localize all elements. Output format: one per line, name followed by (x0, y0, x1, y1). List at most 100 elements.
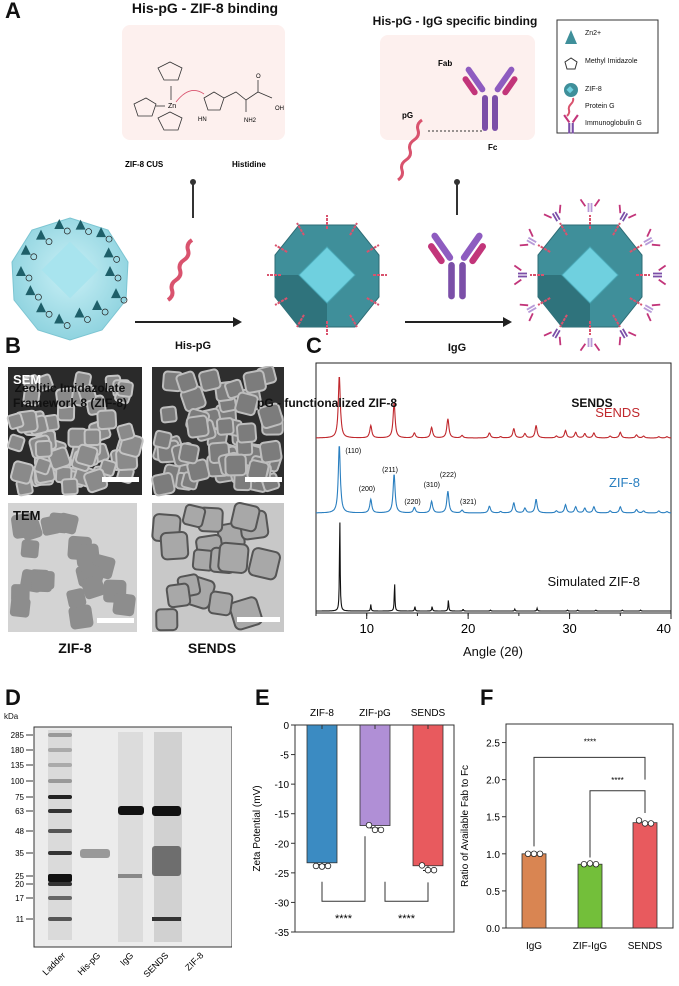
igg-antibody-icon (519, 303, 537, 322)
x-tick-label: 40 (657, 621, 671, 636)
scale-bar (97, 618, 134, 623)
o-label: O (256, 74, 261, 80)
particle (33, 456, 52, 476)
zn-tetrahedron-icon (36, 302, 47, 313)
lane-label: Ladder (41, 950, 68, 977)
col-label-zif8: ZIF-8 (58, 640, 92, 656)
particle (6, 412, 25, 430)
miller-index-label: (220) (404, 499, 420, 506)
pentagon-icon (45, 238, 53, 245)
data-point (365, 821, 373, 829)
miller-index-label: (222) (440, 472, 456, 479)
igg-antibody-icon (652, 264, 667, 286)
igg-antibody-icon (618, 204, 637, 222)
significance-label: **** (584, 737, 596, 746)
scale-bar (245, 477, 282, 482)
pentagon-icon (63, 227, 71, 235)
category-label: SENDS (411, 708, 446, 719)
x-tick-label: 10 (359, 621, 373, 636)
protein-g-helix-icon (566, 97, 575, 117)
particle (151, 472, 176, 497)
data-point (324, 862, 332, 870)
igg-fab (618, 336, 622, 346)
y-tick-label: -25 (275, 869, 290, 880)
bar-sends (412, 724, 444, 867)
igg-fc (590, 203, 593, 212)
xrd-series-2 (316, 522, 671, 612)
category-label: ZIF-8 (310, 708, 334, 719)
particle (66, 588, 87, 609)
zeta-potential-chart: 0 -5 -10 -15 -20 -25 -30 -35 Zeta Potential (mV)… (252, 708, 455, 939)
gel-lane (154, 732, 182, 942)
pentagon-icon (30, 253, 38, 261)
data-point (524, 850, 532, 858)
protein-g-helix-icon (296, 314, 305, 328)
igg-fc (527, 236, 537, 243)
igg-antibody-icon (579, 338, 601, 352)
ladder-band (48, 733, 72, 737)
scale-bar (102, 477, 139, 482)
series-label: ZIF-8 (609, 475, 640, 490)
ladder-band (48, 779, 72, 783)
igg-fc (652, 272, 662, 275)
igg-fab (528, 313, 534, 322)
particle (83, 428, 102, 447)
pentagon-icon (113, 256, 121, 263)
y-axis-label: Ratio of Available Fab to Fc (460, 765, 471, 887)
zif8-particle-icon (564, 83, 578, 97)
panel-label-a: A (5, 0, 21, 23)
protein-g-helix-icon (349, 222, 358, 236)
particle (230, 501, 261, 533)
stage3-label: SENDS (571, 396, 613, 410)
igg-fc (527, 307, 537, 314)
protein-g-helix-icon (559, 222, 568, 236)
zn-tetrahedron-icon (54, 218, 65, 229)
particle (96, 409, 118, 431)
pentagon-icon (84, 316, 91, 323)
y-tick-label: 0.0 (486, 924, 500, 935)
plot-frame (315, 362, 672, 614)
pentagon-icon (105, 235, 113, 243)
chemical-structure-icon (133, 61, 273, 131)
kda-marker-label: 100 (11, 777, 25, 786)
significance-label: **** (335, 913, 353, 925)
protein-g-helix-icon (274, 244, 288, 253)
col-label-sends: SENDS (187, 640, 237, 656)
kda-marker-label: 17 (15, 894, 24, 903)
igg-fc (554, 211, 561, 221)
category-label: ZIF-pG (359, 708, 391, 719)
data-point (580, 861, 588, 868)
igg-fc (554, 329, 561, 339)
igg-fab (558, 204, 562, 214)
igg-fc (644, 304, 654, 311)
legend-label: Methyl Imidazole (585, 58, 638, 65)
igg-fc (590, 338, 593, 347)
particle (175, 370, 199, 394)
bar-zif-igg (577, 863, 603, 929)
igg-fc (643, 236, 653, 243)
category-label: IgG (526, 941, 542, 952)
data-point (418, 862, 426, 869)
particle (57, 512, 79, 535)
ladder-band (48, 809, 72, 813)
igg-fc (619, 329, 626, 339)
igg-antibody-icon (462, 66, 518, 131)
igg-antibody-icon (513, 264, 528, 286)
particle (34, 439, 53, 458)
y-tick-label: 2.5 (486, 739, 500, 750)
ladder-band (48, 748, 72, 752)
y-axis-label: Zeta Potential (mV) (252, 785, 263, 871)
panel-label-e: E (255, 685, 270, 710)
particle (112, 593, 136, 617)
pentagon-icon (45, 310, 53, 318)
igg-antibody-icon (543, 204, 562, 222)
data-point (424, 866, 432, 874)
lane-label: IgG (118, 950, 135, 967)
igg-fc (652, 275, 662, 278)
oh-label: OH (275, 106, 284, 112)
igg-fab (658, 278, 667, 286)
data-point (371, 826, 379, 834)
gel-band (118, 806, 144, 815)
stage1-label-line1: Zeolitic Imidazolate (14, 381, 126, 395)
